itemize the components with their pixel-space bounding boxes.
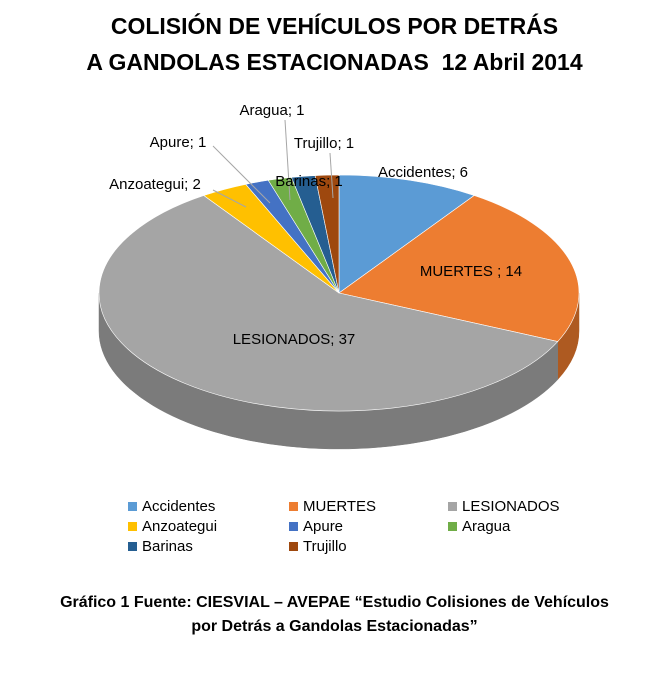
legend-swatch [289, 502, 298, 511]
data-labels: Accidentes; 6 MUERTES ; 14 LESIONADOS; 37 A… [109, 102, 522, 348]
slice-trujillo [314, 174, 340, 294]
legend-label: Trujillo [303, 538, 347, 555]
legend-swatch [128, 522, 137, 531]
legend-swatch [128, 502, 137, 511]
legend-swatch [448, 522, 457, 531]
legend-item-barinas: Barinas [128, 537, 289, 556]
data-label-anzoategui: Anzoategui; 2 [109, 176, 201, 193]
chart-title-line-2: A GANDOLAS ESTACIONADAS 12 Abril 2014 [86, 49, 583, 75]
slice-lesionados [98, 195, 559, 412]
data-label-apure: Apure; 1 [150, 134, 207, 151]
pie-slices [98, 174, 580, 412]
leader-lines [212, 119, 334, 208]
legend-label: MUERTES [303, 498, 377, 515]
legend-item-lesionados: LESIONADOS [448, 497, 608, 516]
legend-swatch [289, 542, 298, 551]
legend-label: Aragua [462, 518, 511, 535]
data-label-barinas: Barinas; 1 [275, 173, 343, 190]
pie-chart: Accidentes; 6 MUERTES ; 14 LESIONADOS; 37 A… [98, 102, 580, 450]
caption-line-2: por Detrás a Gandolas Estacionadas” [191, 618, 478, 635]
legend-item-aragua: Aragua [448, 517, 608, 536]
slice-muertes [338, 195, 580, 342]
chart-title: COLISIÓN DE VEHÍCULOS POR DETRÁS A GANDO… [0, 8, 669, 80]
data-label-aragua: Aragua; 1 [239, 102, 304, 119]
leader-line-apure [212, 145, 271, 204]
legend-label: Barinas [142, 538, 193, 555]
legend-label: LESIONADOS [462, 498, 560, 515]
data-label-lesionados: LESIONADOS; 37 [233, 331, 356, 348]
data-label-muertes: MUERTES ; 14 [420, 263, 522, 280]
legend-label: Anzoategui [142, 518, 218, 535]
figure-caption: Gráfico 1 Fuente: CIESVIAL – AVEPAE “Est… [0, 591, 669, 639]
legend-swatch [289, 522, 298, 531]
legend-swatch [448, 502, 457, 511]
legend: Accidentes MUERTES LESIONADOS Anzoategui Apu… [128, 497, 608, 556]
leader-line-aragua [284, 119, 291, 201]
caption-line-1: Gráfico 1 Fuente: CIESVIAL – AVEPAE “Est… [60, 594, 609, 611]
legend-item-accidentes: Accidentes [128, 497, 289, 516]
legend-item-trujillo: Trujillo [289, 537, 448, 556]
legend-label: Accidentes [142, 498, 216, 515]
legend-item-apure: Apure [289, 517, 448, 536]
data-label-trujillo: Trujillo; 1 [294, 135, 354, 152]
legend-item-muertes: MUERTES [289, 497, 448, 516]
slice-accidentes [338, 174, 475, 294]
legend-swatch [128, 542, 137, 551]
legend-label: Apure [303, 518, 344, 535]
leader-line-trujillo [329, 152, 334, 199]
data-label-accidentes: Accidentes; 6 [378, 164, 468, 181]
leader-line-anzoategui [212, 189, 247, 208]
chart-title-line-1: COLISIÓN DE VEHÍCULOS POR DETRÁS [110, 13, 559, 39]
legend-item-anzoategui: Anzoategui [128, 517, 289, 536]
